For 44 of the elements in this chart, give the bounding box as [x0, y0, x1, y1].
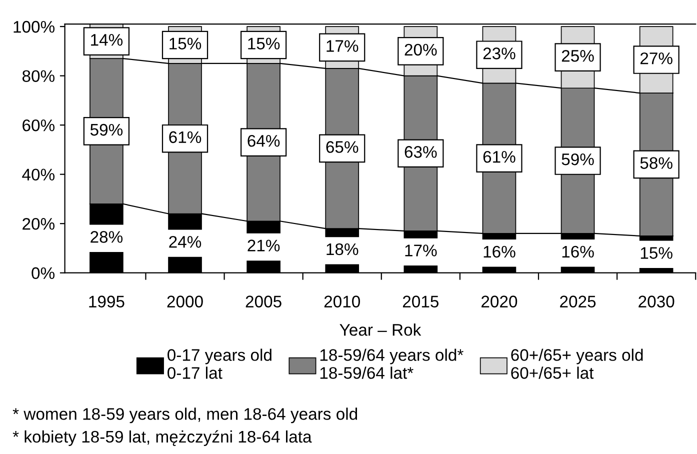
data-label: 16%	[562, 246, 594, 258]
legend-label: 0-17 years old 0-17 lat	[168, 348, 272, 379]
text: * kobiety 18-59 lat, mężczyźni 18-64 lata	[12, 430, 312, 446]
y-tick-label: 80%	[22, 70, 55, 82]
legend-label: 18-59/64 years old* 18-59/64 lat*	[320, 348, 464, 379]
data-label: 61%	[169, 131, 202, 144]
data-label: 59%	[90, 124, 123, 136]
x-tick-label: 2000	[167, 296, 203, 308]
data-label: 61%	[483, 150, 516, 163]
data-label: 58%	[640, 157, 672, 169]
x-tick-label: 1995	[89, 296, 124, 308]
legend-label: 60+/65+ years old 60+/65+ lat	[511, 348, 643, 379]
data-label: 59%	[562, 153, 594, 166]
data-label: 17%	[405, 244, 437, 256]
data-label: 27%	[640, 52, 672, 64]
y-tick-label: 20%	[22, 218, 55, 230]
x-tick-label: 2030	[638, 296, 674, 308]
x-tick-label: 2010	[324, 296, 360, 308]
x-tick-label: 2015	[402, 296, 439, 308]
y-tick-label: 60%	[22, 119, 55, 132]
x-tick-label: 2020	[482, 296, 518, 308]
x-tick-label: 2005	[246, 296, 282, 308]
y-tick-label: 100%	[14, 20, 55, 33]
y-tick-label: 0%	[32, 267, 55, 280]
data-label: 24%	[169, 236, 202, 248]
data-label: 28%	[90, 231, 123, 243]
x-axis-title: Year – Rok	[340, 324, 422, 336]
y-tick-label: 40%	[22, 168, 55, 181]
data-label: 18%	[326, 243, 358, 256]
data-label: 64%	[248, 134, 280, 147]
data-label: 14%	[91, 34, 123, 46]
data-label: 15%	[170, 38, 202, 50]
text: * women 18-59 years old, men 18-64 years old	[12, 408, 358, 424]
data-label: 65%	[326, 141, 358, 153]
data-label: 23%	[483, 48, 516, 60]
x-tick-label: 2025	[560, 296, 596, 308]
data-label: 15%	[248, 38, 280, 50]
data-label: 63%	[404, 146, 437, 158]
data-label: 25%	[562, 50, 594, 62]
data-label: 16%	[484, 246, 516, 258]
data-label: 15%	[640, 247, 672, 259]
data-label: 17%	[326, 40, 358, 52]
data-label: 21%	[248, 240, 280, 252]
data-label: 20%	[404, 44, 437, 56]
